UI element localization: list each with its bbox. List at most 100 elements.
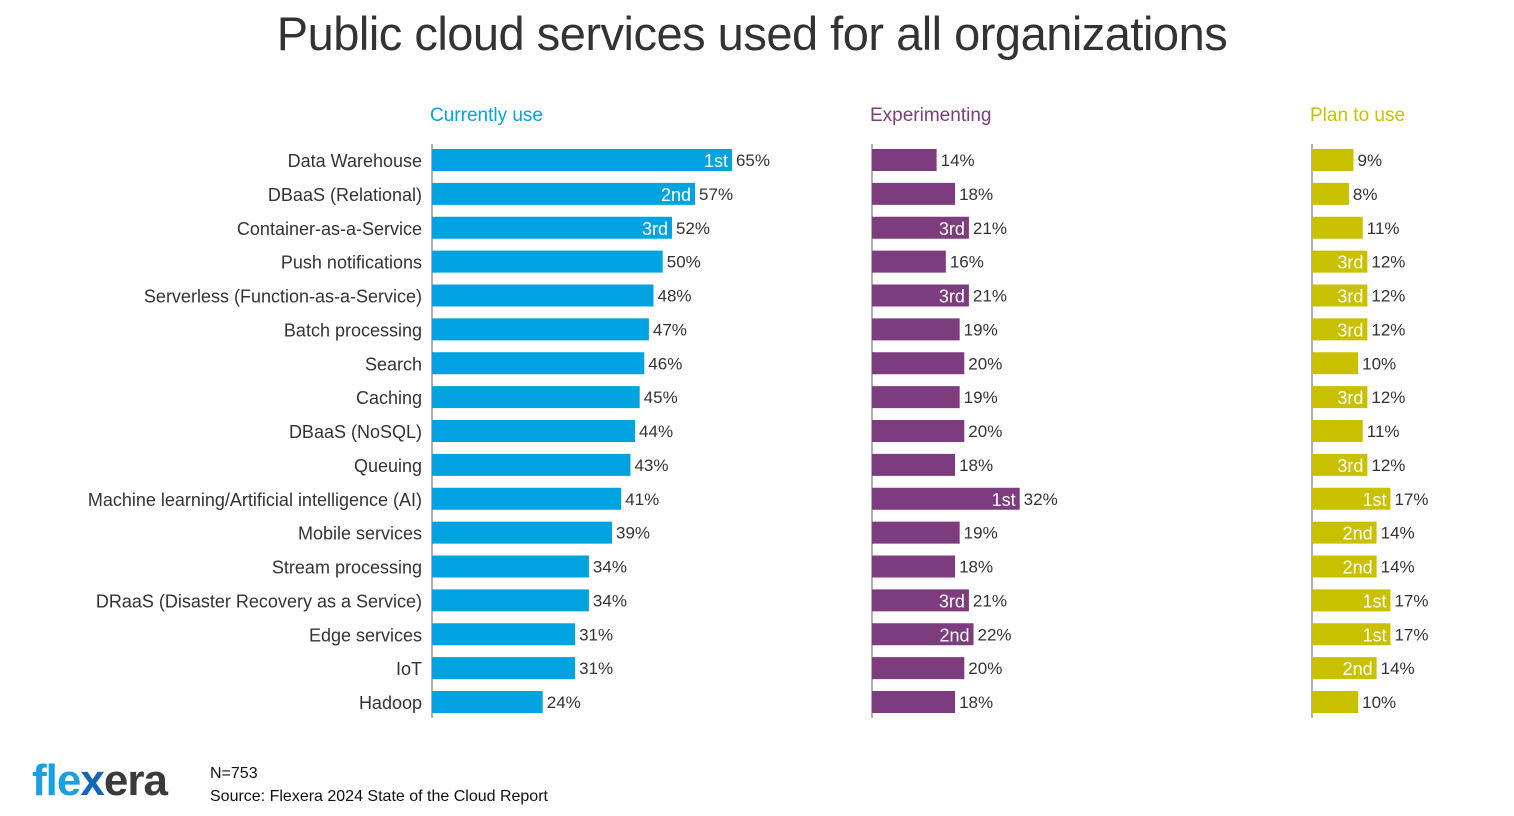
value-label: 19% [964, 320, 998, 339]
rank-label: 2nd [939, 625, 969, 645]
bar [872, 589, 969, 612]
rank-label: 1st [1362, 490, 1386, 510]
bar [1312, 182, 1349, 205]
bar [432, 623, 576, 646]
value-label: 24% [547, 693, 581, 712]
value-label: 20% [968, 354, 1002, 373]
sample-size: N=753 [210, 765, 258, 782]
rank-label: 2nd [1343, 659, 1373, 679]
category-label: Queuing [354, 456, 422, 476]
rank-label: 1st [1362, 625, 1386, 645]
bar [432, 149, 732, 171]
bar [1312, 657, 1377, 680]
rank-label: 3rd [1337, 320, 1363, 340]
value-label: 46% [648, 354, 682, 373]
value-label: 34% [593, 591, 627, 610]
value-label: 45% [644, 388, 678, 407]
value-label: 31% [579, 659, 613, 678]
bar [872, 284, 969, 307]
value-label: 16% [950, 253, 984, 272]
value-label: 12% [1371, 388, 1405, 407]
bar [872, 352, 965, 375]
series-header: Plan to use [1310, 105, 1405, 126]
bar [1312, 420, 1363, 442]
footnote: N=753 Source: Flexera 2024 State of the … [210, 762, 548, 808]
bar [432, 589, 589, 612]
value-label: 14% [1381, 659, 1415, 678]
category-label: Search [365, 354, 422, 374]
bar [872, 453, 956, 476]
value-label: 50% [667, 253, 701, 272]
value-label: 9% [1358, 151, 1383, 170]
bar [1312, 216, 1363, 239]
value-label: 47% [653, 320, 687, 339]
bar [872, 149, 937, 171]
flexera-logo: flexera [32, 756, 168, 805]
value-label: 41% [625, 490, 659, 509]
bar [432, 352, 645, 375]
category-label: Hadoop [359, 693, 422, 713]
value-label: 48% [658, 287, 692, 306]
bar [1312, 318, 1368, 341]
value-label: 20% [968, 659, 1002, 678]
category-label: Mobile services [298, 524, 422, 544]
rank-label: 1st [704, 151, 728, 171]
value-label: 31% [579, 625, 613, 644]
bar [872, 487, 1020, 510]
bar [1312, 149, 1354, 171]
bar [872, 691, 956, 713]
bar [1312, 555, 1377, 578]
bar [1312, 521, 1377, 544]
rank-label: 2nd [1343, 558, 1373, 578]
bar [1312, 250, 1368, 273]
category-label: DBaaS (NoSQL) [289, 422, 422, 442]
category-label: Serverless (Function-as-a-Service) [144, 287, 422, 307]
rank-label: 3rd [1337, 253, 1363, 273]
bar [432, 691, 543, 713]
value-label: 18% [959, 456, 993, 475]
value-label: 19% [964, 524, 998, 543]
category-label: Caching [356, 388, 422, 408]
value-label: 21% [973, 591, 1007, 610]
bar [872, 250, 946, 273]
category-label: Stream processing [272, 558, 422, 578]
category-label: IoT [396, 659, 422, 679]
bar [872, 623, 974, 646]
value-label: 39% [616, 524, 650, 543]
rank-label: 3rd [1337, 287, 1363, 307]
value-label: 22% [978, 625, 1012, 644]
rank-label: 3rd [939, 219, 965, 239]
value-label: 32% [1024, 490, 1058, 509]
bar [432, 386, 640, 409]
category-label: Batch processing [284, 320, 422, 340]
rank-label: 3rd [1337, 388, 1363, 408]
rank-label: 3rd [1337, 456, 1363, 476]
bar [432, 657, 576, 680]
bar [872, 182, 956, 205]
value-label: 14% [1381, 558, 1415, 577]
bar [432, 250, 663, 273]
rank-label: 2nd [661, 185, 691, 205]
value-label: 17% [1394, 625, 1428, 644]
category-label: Push notifications [281, 253, 422, 273]
bar [1312, 453, 1368, 476]
bar [872, 555, 956, 578]
value-label: 14% [941, 151, 975, 170]
rank-label: 1st [1362, 591, 1386, 611]
bar [432, 284, 654, 307]
category-label: Machine learning/Artificial intelligence… [88, 490, 422, 510]
value-label: 34% [593, 558, 627, 577]
series-header: Experimenting [870, 105, 991, 126]
value-label: 18% [959, 558, 993, 577]
bar [872, 657, 965, 680]
value-label: 14% [1381, 524, 1415, 543]
value-label: 8% [1353, 185, 1378, 204]
series-header: Currently use [430, 105, 543, 126]
bar [1312, 691, 1359, 713]
bar [872, 386, 960, 409]
value-label: 10% [1362, 354, 1396, 373]
category-label: Container-as-a-Service [237, 219, 422, 239]
category-label: Edge services [309, 625, 422, 645]
value-label: 21% [973, 287, 1007, 306]
